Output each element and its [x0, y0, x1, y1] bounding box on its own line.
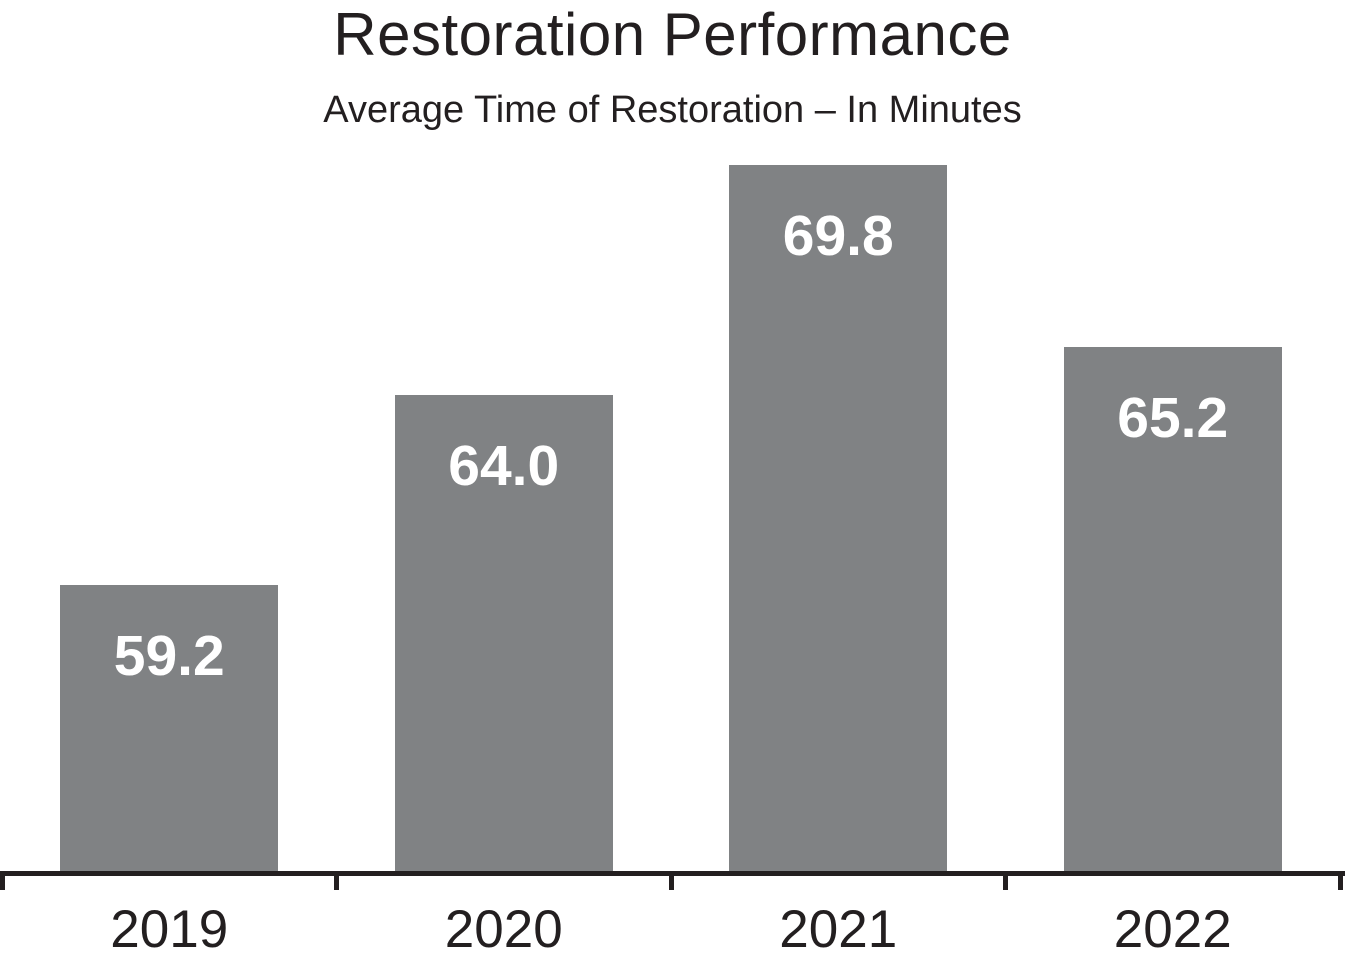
x-axis-tick: [668, 871, 674, 890]
bar-value-label: 65.2: [1117, 386, 1229, 450]
bar-value-label: 64.0: [448, 434, 560, 498]
bar-value-label: 69.8: [782, 204, 894, 268]
x-axis-tick: [1337, 871, 1343, 890]
x-tick-label: 2020: [444, 900, 563, 959]
x-tick-label: 2019: [110, 900, 229, 959]
bar-value-label: 59.2: [113, 624, 225, 688]
x-axis-tick: [1003, 871, 1008, 890]
bar: 64.0: [394, 395, 613, 871]
chart-subtitle: Average Time of Restoration – In Minutes: [323, 89, 1022, 131]
bar: 69.8: [729, 165, 948, 871]
bar: 65.2: [1063, 347, 1282, 871]
x-tick-label: 2022: [1113, 900, 1232, 959]
chart-title: Restoration Performance: [333, 1, 1012, 68]
x-axis-tick: [334, 871, 339, 890]
bar: 59.2: [60, 585, 279, 871]
x-tick-label: 2021: [779, 900, 898, 959]
x-axis-tick: [0, 871, 5, 890]
